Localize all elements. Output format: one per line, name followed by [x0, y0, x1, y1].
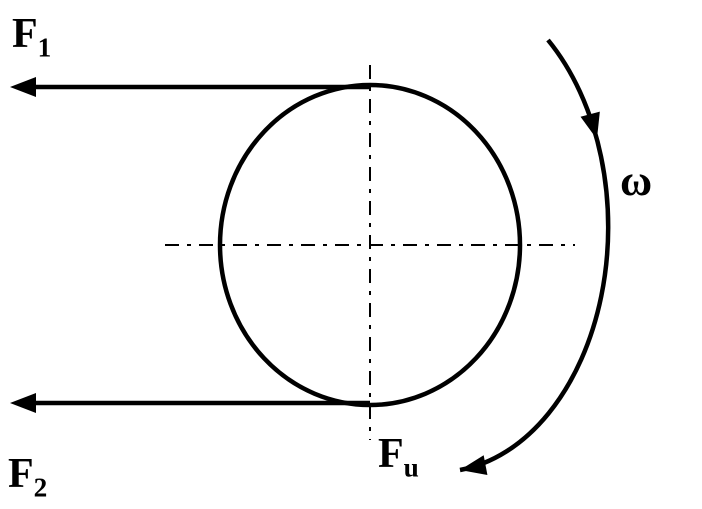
label-omega: ω: [620, 155, 652, 206]
label-fu: Fu: [378, 430, 419, 483]
label-f2: F2: [8, 450, 47, 503]
label-f1: F1: [12, 10, 51, 63]
diagram-svg: [0, 0, 702, 509]
